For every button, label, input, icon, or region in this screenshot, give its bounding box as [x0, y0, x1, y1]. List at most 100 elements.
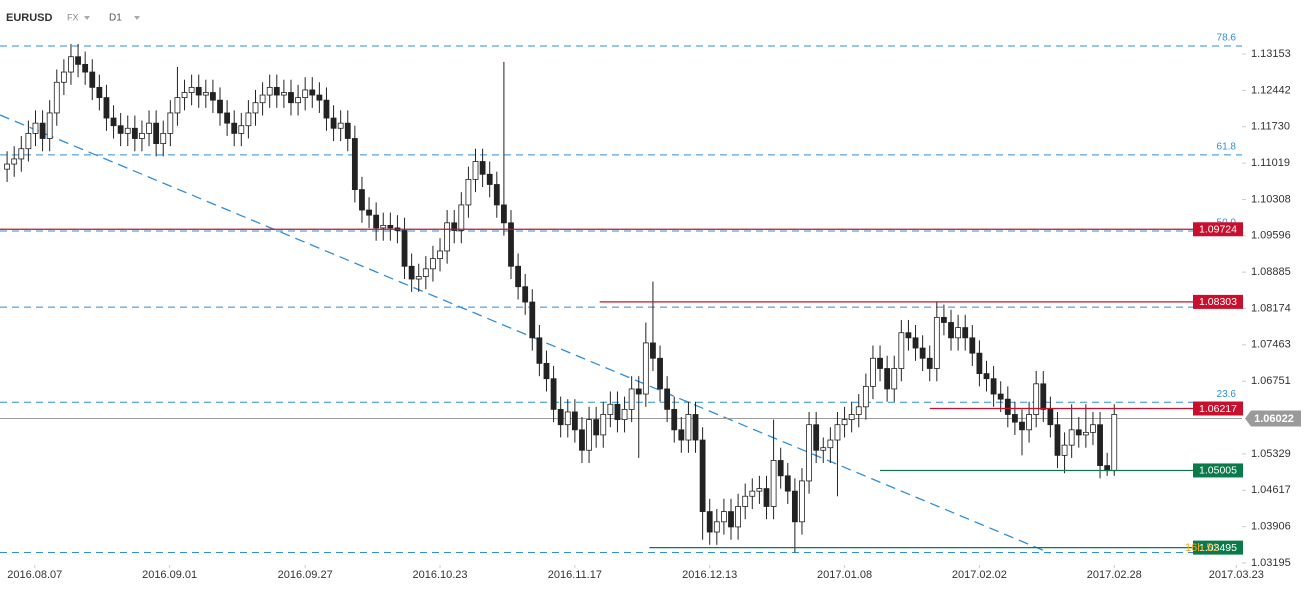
- candle-body: [607, 403, 614, 415]
- candle-body: [919, 347, 926, 359]
- candle-body: [259, 94, 266, 104]
- x-tick-label: 2016.11.17: [548, 569, 602, 581]
- candle-body: [316, 94, 323, 101]
- candle-body: [139, 132, 145, 139]
- candle-body: [841, 419, 848, 426]
- y-tick-label: 1.10308: [1251, 193, 1291, 205]
- candle-body: [238, 125, 245, 134]
- candle-body: [955, 327, 962, 339]
- candle-body: [784, 475, 791, 492]
- plot-layer: [0, 45, 1246, 568]
- candle-body: [167, 112, 174, 134]
- candle-body: [46, 112, 53, 139]
- candle-body: [571, 411, 578, 431]
- candle-body: [635, 388, 642, 395]
- candle-body: [75, 56, 81, 65]
- candle-body: [422, 268, 429, 277]
- candle-body: [997, 393, 1004, 400]
- candle-body: [1090, 424, 1096, 433]
- candle-body: [479, 161, 486, 175]
- fib-label: 61.8: [1217, 141, 1237, 152]
- price-label: 1.03495: [1199, 542, 1237, 554]
- candle-body: [536, 337, 543, 364]
- candle-body: [962, 327, 969, 339]
- candle-body: [593, 419, 600, 436]
- candle-body: [280, 92, 287, 96]
- candle-body: [53, 81, 60, 114]
- candle-body: [1061, 444, 1068, 456]
- candle-body: [82, 63, 89, 73]
- candle-body: [1047, 408, 1054, 426]
- candle-body: [941, 316, 947, 323]
- candle-body: [103, 97, 110, 119]
- candle-body: [174, 97, 181, 114]
- candle-body: [770, 460, 777, 507]
- candle-body: [898, 332, 905, 369]
- candle-body: [586, 419, 592, 451]
- candle-body: [32, 122, 39, 134]
- candle-body: [330, 117, 337, 129]
- candle-body: [4, 163, 10, 170]
- candle-body: [245, 112, 252, 127]
- market[interactable]: FX: [67, 12, 79, 22]
- x-tick-label: 2017.02.28: [1087, 569, 1142, 581]
- candle-body: [1040, 383, 1047, 410]
- candle-body: [728, 511, 734, 528]
- candle-body: [969, 337, 976, 354]
- candle-body: [579, 429, 585, 451]
- x-tick-label: 2016.12.13: [682, 569, 737, 581]
- y-tick-label: 1.06751: [1251, 375, 1291, 387]
- y-tick-label: 1.13153: [1251, 48, 1291, 60]
- candle-body: [678, 429, 685, 441]
- candle-body: [309, 89, 316, 96]
- candle-body: [600, 414, 607, 436]
- candle-body: [295, 97, 301, 104]
- x-tick-label: 2016.09.27: [278, 569, 333, 581]
- candle-body: [131, 127, 138, 139]
- price-label-box: [1193, 401, 1243, 416]
- candle-body: [905, 332, 912, 339]
- current-price-label: 1.06022: [1254, 413, 1294, 425]
- current-price-box: [1245, 410, 1301, 427]
- x-tick-label: 2017.03.23: [1209, 569, 1264, 581]
- candle-body: [302, 89, 309, 99]
- candle-body: [1082, 431, 1089, 436]
- dropdown-icon[interactable]: [134, 16, 140, 20]
- candle-body: [1026, 414, 1032, 431]
- candle-body: [515, 265, 521, 288]
- candle-body: [820, 447, 827, 451]
- price-label-box: [1193, 540, 1243, 555]
- y-tick-label: 1.11730: [1251, 121, 1290, 133]
- candle-body: [1075, 429, 1082, 436]
- candle-body: [522, 286, 529, 303]
- candle-body: [650, 342, 656, 359]
- candle-body: [224, 112, 231, 124]
- candle-body: [217, 99, 223, 114]
- candle-body: [110, 117, 117, 127]
- dropdown-icon[interactable]: [84, 16, 90, 20]
- candle-body: [884, 368, 891, 390]
- overlay-layer: 1.13153 1.12442 1.11730 1.11019 1.10308 1.095…: [0, 33, 1301, 581]
- candle-body: [430, 258, 436, 270]
- candle-body: [848, 414, 855, 420]
- candle-body: [862, 385, 869, 408]
- candle-body: [948, 322, 954, 339]
- candle-body: [337, 122, 344, 129]
- candle-body: [721, 511, 727, 523]
- y-tick-label: 1.12442: [1251, 84, 1291, 96]
- candle-body: [877, 357, 883, 369]
- candle-body: [621, 408, 628, 420]
- candle-body: [870, 357, 876, 387]
- timeframe[interactable]: D1: [109, 13, 122, 24]
- candle-body: [18, 148, 25, 160]
- candle-body: [642, 342, 649, 395]
- candle-body: [266, 86, 273, 96]
- candle-body: [664, 388, 671, 410]
- candle-body: [252, 102, 259, 114]
- candle-body: [1054, 424, 1061, 456]
- candle-body: [472, 161, 479, 180]
- candle-body: [706, 511, 713, 533]
- candle-body: [408, 265, 415, 280]
- candle-body: [557, 408, 564, 426]
